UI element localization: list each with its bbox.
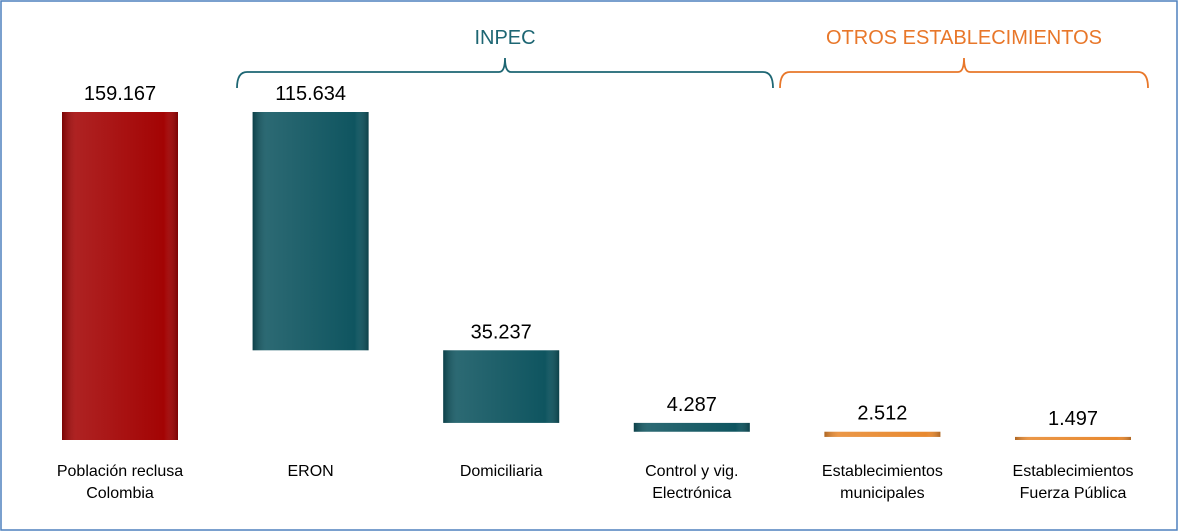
bar-shade: [252, 112, 369, 351]
category-label: Control y vig. Electrónica: [645, 463, 738, 502]
group-label: OTROS ESTABLECIMIENTOS: [826, 27, 1102, 49]
bar-shade: [443, 350, 560, 423]
value-label: 115.634: [275, 83, 346, 105]
group-bracket: [236, 57, 774, 89]
bar-shade: [62, 112, 178, 440]
value-label: 35.237: [471, 321, 532, 343]
value-label: 4.287: [667, 394, 717, 416]
category-label: Establecimientos municipales: [822, 463, 943, 502]
value-label: 159.167: [84, 83, 156, 105]
value-label: 2.512: [857, 403, 907, 425]
value-label: 1.497: [1048, 408, 1098, 430]
category-label: ERON: [287, 463, 333, 480]
group-label: INPEC: [474, 27, 535, 49]
group-bracket: [779, 57, 1149, 89]
bar-shade: [1015, 436, 1131, 440]
category-label: Población reclusa Colombia: [57, 463, 183, 502]
bar-shade: [824, 431, 941, 437]
category-label: Domiciliaria: [460, 463, 543, 480]
bar-shade: [633, 422, 750, 432]
category-label: Establecimientos Fuerza Pública: [1013, 463, 1134, 502]
